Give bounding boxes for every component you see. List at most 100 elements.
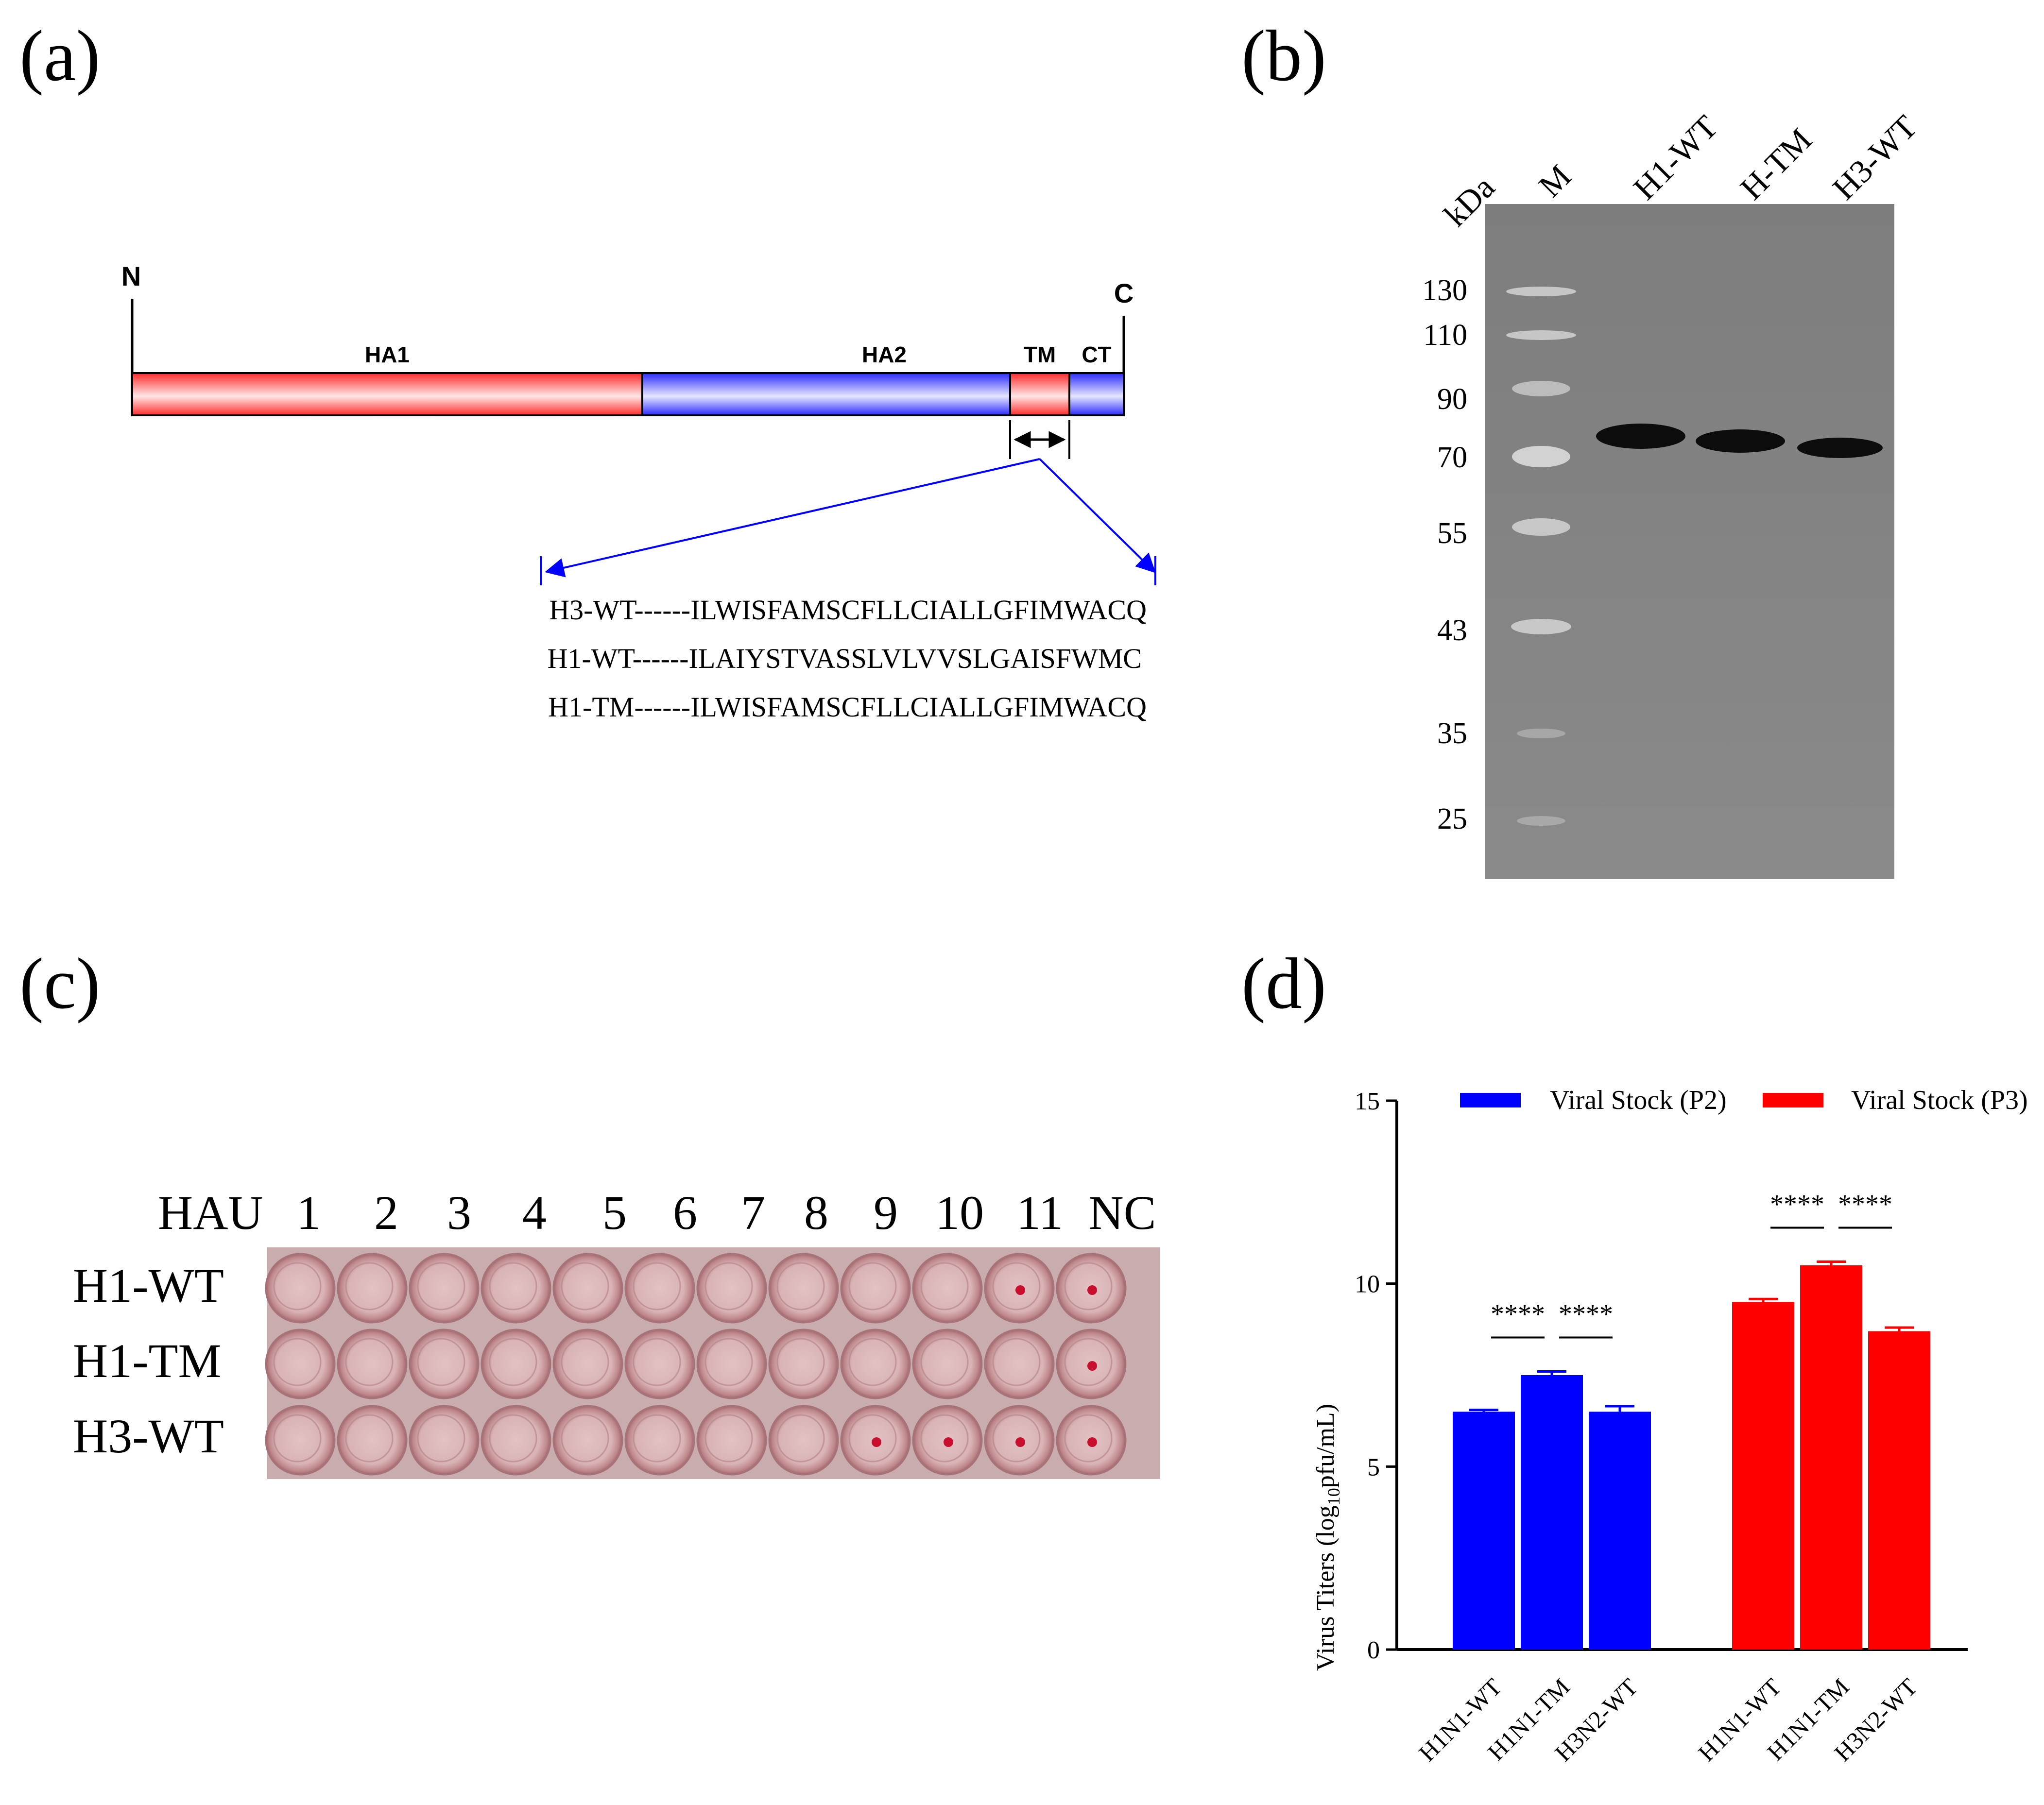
sequence-dashes: ------	[634, 594, 690, 626]
blot-header-marker: M	[1531, 157, 1578, 204]
plate-well-rim	[920, 1262, 969, 1311]
bar	[1453, 1412, 1515, 1650]
bar	[1868, 1331, 1930, 1650]
hau-row-labels: H1-WT H1-TM H3-WT	[73, 1259, 224, 1463]
band-h3-wt	[1797, 438, 1883, 458]
hau-row-label: H1-WT	[73, 1259, 224, 1312]
significance-label: ****	[1491, 1299, 1545, 1329]
western-blot-membrane	[1485, 204, 1894, 879]
molecular-weight-markers: 130 110 90 70 55 43 35 25	[1422, 274, 1467, 835]
legend-label-p3: Viral Stock (P3)	[1851, 1085, 2028, 1115]
plate-well	[696, 1405, 767, 1476]
y-tick-label: 0	[1367, 1636, 1380, 1664]
plate-well-rim	[776, 1262, 825, 1311]
plate-well	[337, 1328, 408, 1399]
hau-row-label: H1-TM	[73, 1334, 222, 1388]
plate-well-rim	[992, 1338, 1041, 1386]
plate-well-rim	[489, 1414, 537, 1463]
panel-d: (d) Viral Stock (P2) Viral Stock (P3) Vi…	[1241, 943, 2028, 1767]
plate-well	[840, 1328, 911, 1399]
plate-well	[409, 1328, 480, 1399]
plate-well-rim	[1064, 1414, 1113, 1463]
mw-marker: 110	[1423, 319, 1467, 352]
y-axis-label: Virus Titers (log10pfu/mL)	[1312, 1404, 1343, 1671]
bar	[1589, 1412, 1651, 1650]
rbc-button-dot	[1015, 1437, 1025, 1447]
plate-well	[337, 1253, 408, 1324]
plate-well-rim	[704, 1262, 753, 1311]
panel-a-label: (a)	[19, 16, 100, 96]
hau-column-label: 11	[1016, 1186, 1063, 1240]
mw-marker: 25	[1437, 802, 1467, 835]
plate-well-rim	[1064, 1262, 1113, 1311]
mw-marker: 130	[1422, 274, 1467, 307]
plate-well	[481, 1253, 551, 1324]
rbc-button-dot	[872, 1437, 881, 1447]
mw-marker: 90	[1437, 383, 1467, 416]
sequence-residues: ILAIYSTVASSLVLVVSLGAISFWMC	[689, 643, 1142, 674]
plate-well-rim	[920, 1414, 969, 1463]
band-h1-wt	[1596, 424, 1685, 449]
domain-label-ha2: HA2	[862, 342, 907, 367]
plate-well	[624, 1405, 695, 1476]
mw-marker: 35	[1437, 717, 1467, 750]
plate-well	[984, 1328, 1055, 1399]
domain-tm	[1009, 372, 1070, 416]
rbc-button-dot	[944, 1437, 953, 1447]
sample-bands	[1596, 424, 1883, 458]
plate-well	[481, 1405, 551, 1476]
hau-column-label: 2	[374, 1186, 398, 1240]
panel-c: (c) HAU 1 2 3 4 5 6 7 8 9 10 11 NC H1-WT H1-TM H3-WT	[19, 943, 1160, 1479]
significance-label: ****	[1770, 1189, 1824, 1219]
n-terminus-label: N	[121, 261, 141, 291]
plate-well	[624, 1328, 695, 1399]
plate-well	[265, 1253, 336, 1324]
plate-well	[409, 1405, 480, 1476]
plate-well-rim	[489, 1262, 537, 1311]
domain-ct	[1068, 372, 1125, 416]
plate-well-rim	[633, 1338, 681, 1386]
plate-well	[409, 1253, 480, 1324]
panel-b: (b) kDa M H1-WT H-TM H3-WT 130 110	[1241, 16, 1924, 879]
hau-column-label: 5	[602, 1186, 627, 1240]
mw-marker: 43	[1437, 614, 1467, 647]
tm-span-indicator	[1009, 420, 1070, 459]
blot-header-h-tm: H-TM	[1733, 121, 1819, 207]
plate-well-rim	[704, 1414, 753, 1463]
sequence-row: H3-WT------ILWISFAMSCFLLCIALLGFIMWACQ	[549, 594, 1147, 626]
plate-well-rim	[561, 1262, 609, 1311]
plate-well-rim	[848, 1414, 897, 1463]
plate-well-rim	[633, 1414, 681, 1463]
sequence-name: H1-WT	[548, 643, 635, 674]
sequence-residues: ILWISFAMSCFLLCIALLGFIMWACQ	[690, 594, 1147, 626]
legend-label-p2: Viral Stock (P2)	[1550, 1085, 1727, 1115]
plate-well	[840, 1253, 911, 1324]
plate-well	[552, 1405, 623, 1476]
sequence-alignment: H3-WT------ILWISFAMSCFLLCIALLGFIMWACQ H1…	[548, 594, 1147, 723]
plate-wells	[265, 1253, 1127, 1476]
rbc-button-dot	[1087, 1437, 1097, 1447]
plate-well	[696, 1253, 767, 1324]
significance-label: ****	[1559, 1299, 1613, 1329]
hau-column-labels: 1 2 3 4 5 6 7 8 9 10 11 NC	[296, 1186, 1156, 1240]
plate-well-rim	[273, 1414, 322, 1463]
legend-swatch-p2	[1460, 1093, 1521, 1107]
hau-row-label: H3-WT	[73, 1409, 224, 1463]
sequence-row: H1-TM------ILWISFAMSCFLLCIALLGFIMWACQ	[548, 691, 1147, 723]
plate-well-rim	[345, 1262, 394, 1311]
domain-label-tm: TM	[1024, 342, 1056, 367]
legend-swatch-p3	[1763, 1093, 1823, 1107]
plate-well-rim	[704, 1338, 753, 1386]
bar	[1800, 1265, 1862, 1650]
bar	[1732, 1302, 1794, 1650]
hau-column-label: 4	[522, 1186, 547, 1240]
plate-well	[265, 1328, 336, 1399]
mw-marker: 70	[1437, 441, 1467, 474]
rbc-button-dot	[1015, 1285, 1025, 1295]
c-terminus-label: C	[1114, 278, 1134, 308]
hau-column-label: 10	[935, 1186, 984, 1240]
plate-well-rim	[273, 1262, 322, 1311]
sequence-residues: ILWISFAMSCFLLCIALLGFIMWACQ	[690, 691, 1147, 723]
plate-well-rim	[489, 1338, 537, 1386]
